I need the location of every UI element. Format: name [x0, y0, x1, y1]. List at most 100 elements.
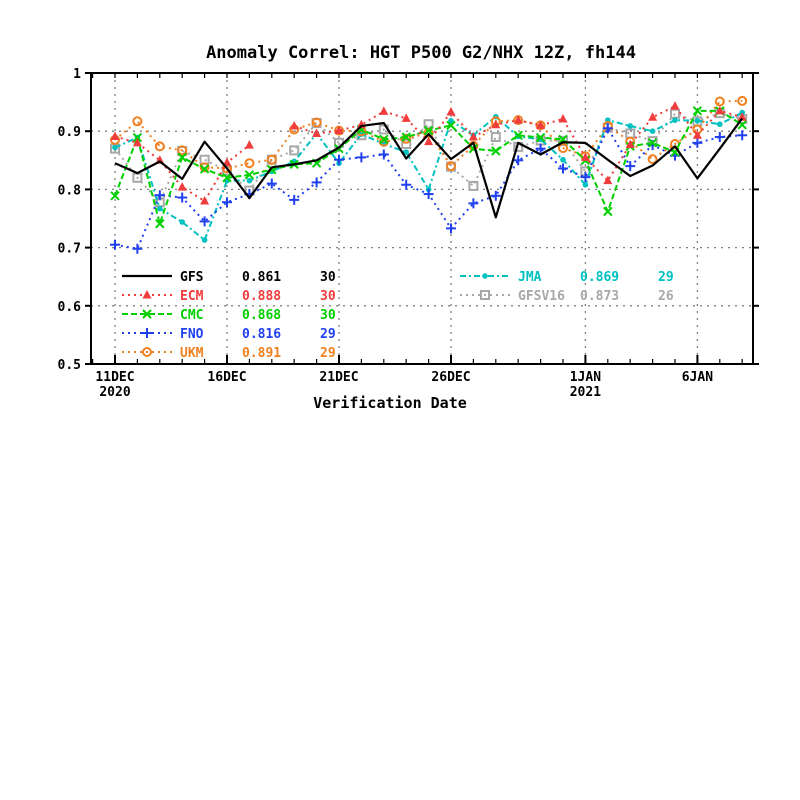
- legend-mean: 0.868: [242, 308, 281, 323]
- data-point: [401, 132, 411, 142]
- legend-entry-ukm: UKM 0.891 29: [122, 346, 336, 361]
- data-point: [312, 128, 322, 138]
- data-point: [378, 149, 389, 160]
- data-point: [155, 219, 165, 229]
- data-point: [558, 113, 568, 123]
- data-point: [672, 117, 678, 123]
- x-mark-stroke: [379, 134, 389, 145]
- data-point: [482, 273, 488, 279]
- x-mark-stroke: [603, 206, 613, 217]
- data-point: [142, 290, 152, 299]
- x-mark-stroke: [110, 191, 120, 201]
- data-point: [603, 175, 613, 185]
- data-point: [266, 154, 277, 165]
- data-point: [157, 205, 163, 212]
- data-point: [132, 243, 143, 254]
- data-point: [717, 121, 723, 128]
- data-point: [154, 190, 165, 201]
- data-point: [446, 161, 456, 172]
- data-point: [246, 177, 253, 184]
- data-point: [177, 192, 188, 203]
- data-point: [311, 117, 322, 128]
- x-mark-stroke: [491, 146, 501, 156]
- x-mark-stroke: [446, 120, 456, 131]
- chart-title: Anomaly Correl: HGT P500 G2/NHX 12Z, fh1…: [206, 43, 636, 63]
- data-point: [560, 156, 566, 163]
- x-axis-label: Verification Date: [313, 394, 467, 412]
- legend-name: GFSV16: [518, 289, 565, 304]
- y-tick-label: 0.8: [58, 183, 82, 198]
- x-mark-stroke: [142, 309, 152, 319]
- x-mark-stroke: [558, 134, 568, 145]
- legend-name: JMA: [518, 270, 542, 285]
- data-point: [222, 197, 232, 208]
- data-point: [132, 137, 142, 147]
- data-point: [737, 112, 747, 121]
- data-point: [289, 194, 300, 205]
- x-tick-label: 16DEC: [207, 370, 246, 385]
- legend-name: ECM: [180, 289, 204, 304]
- x-mark-stroke: [199, 164, 210, 174]
- legend-mean: 0.869: [580, 270, 619, 285]
- data-point: [692, 130, 702, 139]
- data-point: [648, 112, 658, 121]
- data-point: [513, 155, 524, 166]
- data-point: [199, 216, 210, 227]
- data-point: [448, 117, 454, 124]
- x-mark-stroke: [513, 130, 523, 140]
- data-point: [401, 139, 412, 150]
- data-point: [142, 309, 152, 319]
- data-point: [582, 181, 589, 188]
- data-point: [649, 128, 656, 134]
- data-point: [244, 158, 255, 169]
- data-point: [200, 196, 210, 205]
- data-point: [356, 152, 367, 163]
- data-point: [480, 290, 490, 300]
- data-point: [334, 125, 344, 135]
- legend-entry-gfsv16: GFSV16 0.873 26: [460, 289, 674, 304]
- x-mark-stroke: [311, 158, 322, 168]
- data-point: [401, 133, 412, 144]
- data-point: [468, 132, 478, 141]
- legend-name: FNO: [180, 327, 204, 342]
- legend-entry-ecm: ECM 0.888 30: [122, 289, 336, 304]
- data-point: [558, 143, 568, 154]
- data-point: [112, 144, 118, 151]
- legend-count: 30: [320, 270, 336, 285]
- legend-count: 29: [320, 327, 336, 342]
- data-point: [244, 140, 254, 149]
- legend-count: 30: [320, 308, 336, 323]
- series-gfs: [114, 117, 744, 219]
- data-point: [692, 137, 703, 148]
- x-mark-stroke: [468, 143, 479, 154]
- data-point: [513, 130, 523, 140]
- data-point: [424, 136, 434, 146]
- data-point: [558, 163, 568, 174]
- data-point: [536, 120, 546, 129]
- data-point: [177, 152, 187, 163]
- data-point: [177, 182, 187, 191]
- legend-mean: 0.861: [242, 270, 281, 285]
- data-point: [401, 179, 412, 190]
- data-point: [446, 106, 456, 116]
- data-point: [513, 115, 523, 124]
- data-point: [692, 106, 703, 116]
- y-tick-label: 0.6: [58, 300, 82, 315]
- y-tick-label: 0.5: [58, 358, 81, 373]
- data-point: [379, 134, 389, 145]
- x-mark-stroke: [132, 132, 143, 143]
- x-tick-label: 26DEC: [431, 370, 470, 385]
- legend-count: 29: [658, 270, 674, 285]
- data-point: [468, 198, 479, 209]
- data-point: [694, 117, 701, 124]
- x-mark-stroke: [155, 219, 165, 229]
- data-point: [132, 116, 143, 127]
- series-line: [114, 117, 744, 219]
- x-tick-label: 6JAN: [682, 370, 713, 385]
- legend-mean: 0.888: [242, 289, 281, 304]
- data-point: [142, 347, 152, 357]
- x-mark-stroke: [647, 138, 658, 148]
